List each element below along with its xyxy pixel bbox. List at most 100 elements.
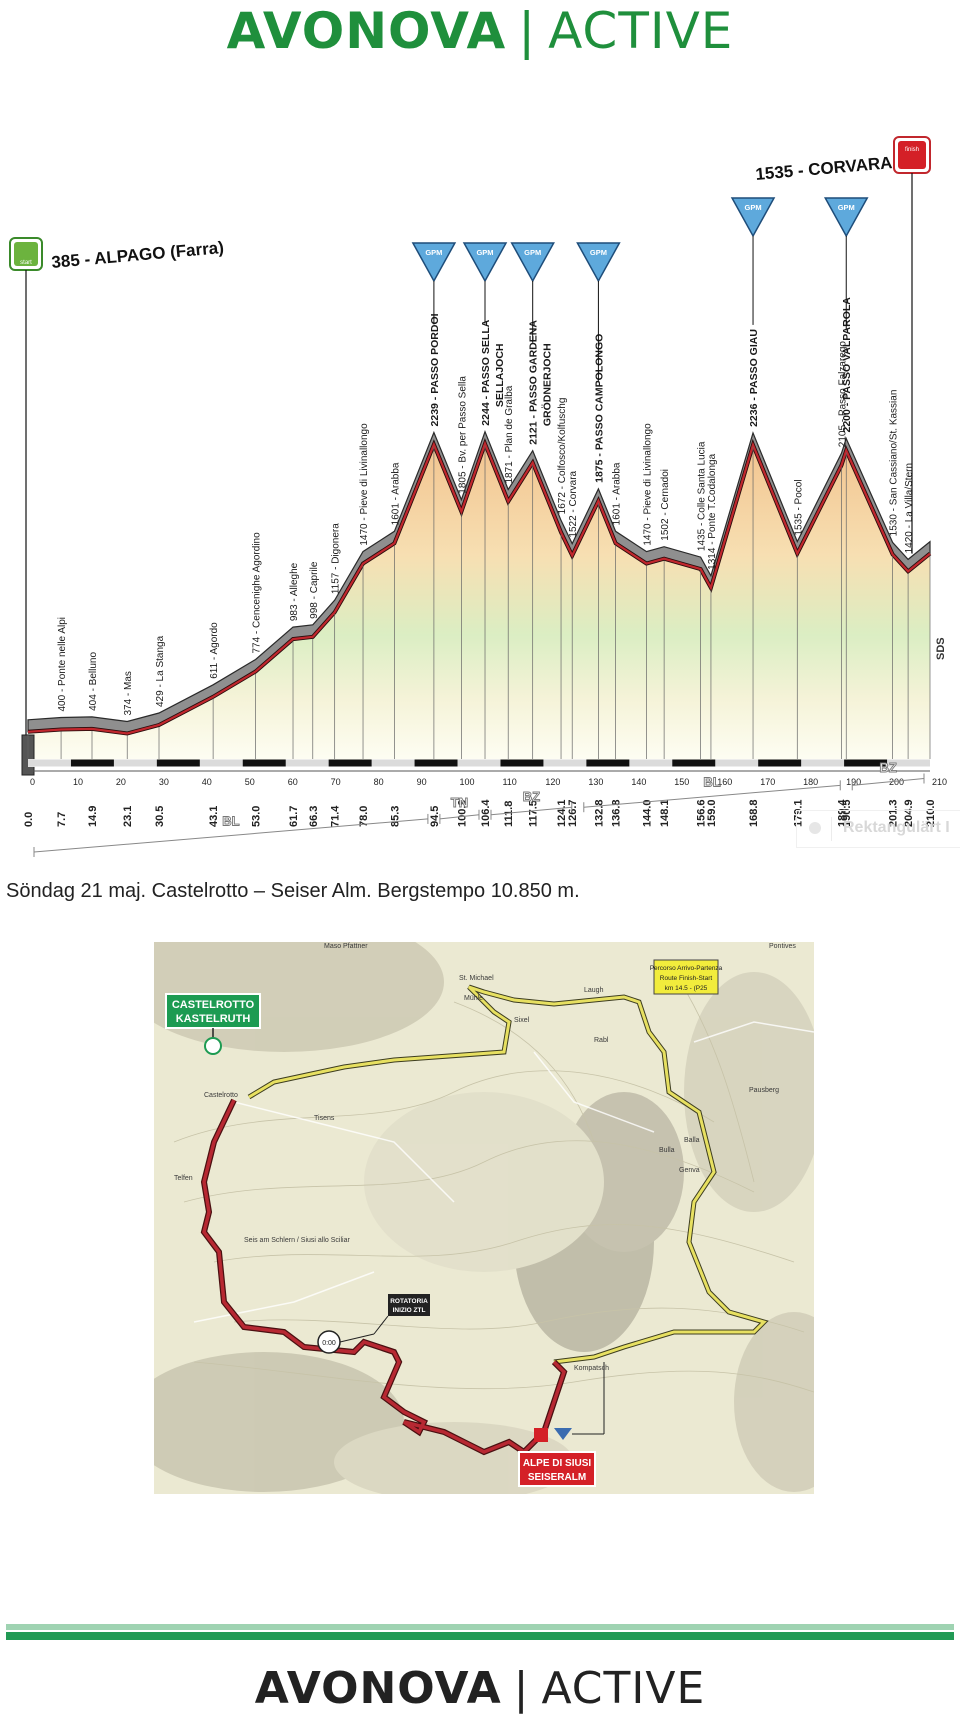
km-label: 78.0 <box>358 806 370 827</box>
place-label: 2105 - Passo Falzarego <box>838 341 849 448</box>
brand-logo-top: AVONOVA | ACTIVE <box>0 2 960 60</box>
km-label: 148.1 <box>659 799 671 827</box>
finish-label: ALPE DI SIUSI SEISERALM <box>518 1362 605 1487</box>
place-label: 611 - Agordo <box>209 622 220 679</box>
km-label: 53.0 <box>251 806 263 827</box>
map-place-label: Laugh <box>584 987 604 994</box>
km-tick-label: 170 <box>760 777 775 787</box>
km-tick-label: 40 <box>202 777 212 787</box>
map-place-label: Genva <box>679 1167 700 1174</box>
time-marker: 0:00 <box>317 1330 375 1354</box>
km-label: 156.6 <box>696 799 708 827</box>
km-label: 23.1 <box>122 806 134 827</box>
km-tick-segment <box>715 759 759 767</box>
km-tick-label: 110 <box>502 777 516 787</box>
profile-line <box>27 440 931 735</box>
route-yellow-inner <box>248 985 767 1364</box>
km-label: 190.5 <box>841 799 853 827</box>
km-tick-label: 80 <box>374 777 384 787</box>
km-tick-label: 210 <box>932 777 947 787</box>
place-label: 1871 - Plan de Gralba <box>504 385 515 483</box>
kom-label: GPM <box>476 248 493 257</box>
kom-icon <box>510 242 555 283</box>
km-tick-label: 70 <box>331 777 341 787</box>
km-label: 111.8 <box>503 801 515 827</box>
svg-text:INIZIO ZTL: INIZIO ZTL <box>393 1307 426 1314</box>
km-tick-segment <box>371 759 415 767</box>
km-label: 204.9 <box>903 799 915 827</box>
svg-text:KASTELRUTH: KASTELRUTH <box>176 1013 251 1025</box>
km-label: 106.4 <box>480 799 492 827</box>
province-label: BZ <box>523 789 540 804</box>
start-flag-icon <box>204 1037 222 1055</box>
km-tick-label: 140 <box>631 777 646 787</box>
km-tick-segment <box>113 759 157 767</box>
watermark-dot-icon <box>809 822 821 834</box>
map-place-label: Balla <box>684 1137 700 1144</box>
km-tick-label: 30 <box>159 777 169 787</box>
kom-label: GPM <box>524 248 541 257</box>
map-place-label: St. Michael <box>459 975 494 982</box>
km-label: 201.3 <box>888 799 900 827</box>
contour-lines <box>173 971 814 1393</box>
place-label: 2244 - PASSO SELLA <box>480 319 492 425</box>
place-label: 2121 - PASSO GARDENA <box>528 320 540 445</box>
route-map: CASTELROTTO KASTELRUTH ALPE DI SIUSI SEI… <box>154 942 814 1494</box>
rotatoria-label: ROTATORIA INIZIO ZTL <box>373 1294 430 1335</box>
km-label: 71.4 <box>330 805 342 827</box>
finish-label: 1535 - CORVARA <box>755 153 893 184</box>
place-label: 374 - Mas <box>123 671 134 715</box>
km-label: 189.4 <box>837 799 849 827</box>
km-label: 94.5 <box>429 806 441 827</box>
km-tick-label: 190 <box>846 777 861 787</box>
brand-logo-bottom: AVONOVA | ACTIVE <box>0 1663 960 1714</box>
province-label: BL <box>222 813 239 828</box>
svg-text:km 14.5 - (P25: km 14.5 - (P25 <box>665 985 708 992</box>
place-label: 1502 - Cernadoi <box>660 469 671 541</box>
place-label: 1435 - Colle Santa Lucia <box>697 441 708 551</box>
svg-text:ROTATORIA: ROTATORIA <box>390 1298 428 1305</box>
watermark-text: Rektangulärt I <box>843 819 950 836</box>
km-label: 7.7 <box>56 812 68 827</box>
brand-tag: ACTIVE <box>548 2 734 60</box>
km-label: 100.9 <box>456 799 468 827</box>
province-bracket <box>490 806 572 816</box>
province-bracket <box>583 784 841 808</box>
kom-label: GPM <box>590 248 607 257</box>
svg-text:CASTELROTTO: CASTELROTTO <box>172 999 255 1011</box>
roads <box>193 1021 814 1323</box>
kom-label: GPM <box>425 248 442 257</box>
km-label: 14.9 <box>87 806 99 827</box>
map-place-label: Castelrotto <box>204 1092 238 1099</box>
map-places: Maso Pfattner St. Michael Mühle Laugh Sixel R… <box>174 943 796 1372</box>
km-tick-segment <box>801 759 845 767</box>
place-label: 1470 - Pieve di Livinallongo <box>359 423 370 546</box>
km-label: 168.8 <box>748 799 760 827</box>
profile-fill <box>28 443 930 763</box>
km-tick-segment <box>285 759 329 767</box>
map-place-label: Mühle <box>464 995 483 1002</box>
place-label: 2239 - PASSO PORDOI <box>429 313 441 426</box>
kom-icon <box>576 242 621 283</box>
province-bracket <box>439 814 480 820</box>
map-place-label: Maso Pfattner <box>324 943 368 950</box>
km-tick-label: 120 <box>545 777 560 787</box>
svg-text:0:00: 0:00 <box>322 1340 336 1347</box>
kom-icon <box>823 197 869 238</box>
place-label: 1420 - La Villa/Stern <box>904 463 915 553</box>
watermark-divider <box>831 817 832 841</box>
map-place-label: Seis am Schlern / Siusi allo Sciliar <box>244 1237 350 1244</box>
info-box: Percorso Arrivo-Partenza Route Finish-St… <box>650 959 723 995</box>
place-label: 998 - Caprile <box>309 561 320 619</box>
km-tick-label: 90 <box>417 777 427 787</box>
place-label: 1530 - San Cassiano/St. Kassian <box>889 390 900 537</box>
kom-label: GPM <box>744 203 761 212</box>
km-tick-label: 50 <box>245 777 255 787</box>
stage-profile: 0 10 20 30 40 50 60 70 80 90 100 110 120 130 140 150 160… <box>9 136 947 857</box>
km-tick-label: 20 <box>116 777 126 787</box>
svg-text:Route Finish-Start: Route Finish-Start <box>660 975 713 982</box>
km-tick-label: 60 <box>288 777 298 787</box>
km-label: 117.5 <box>528 800 540 827</box>
finish-camera-icon <box>534 1428 548 1442</box>
kom-icon <box>730 197 776 238</box>
